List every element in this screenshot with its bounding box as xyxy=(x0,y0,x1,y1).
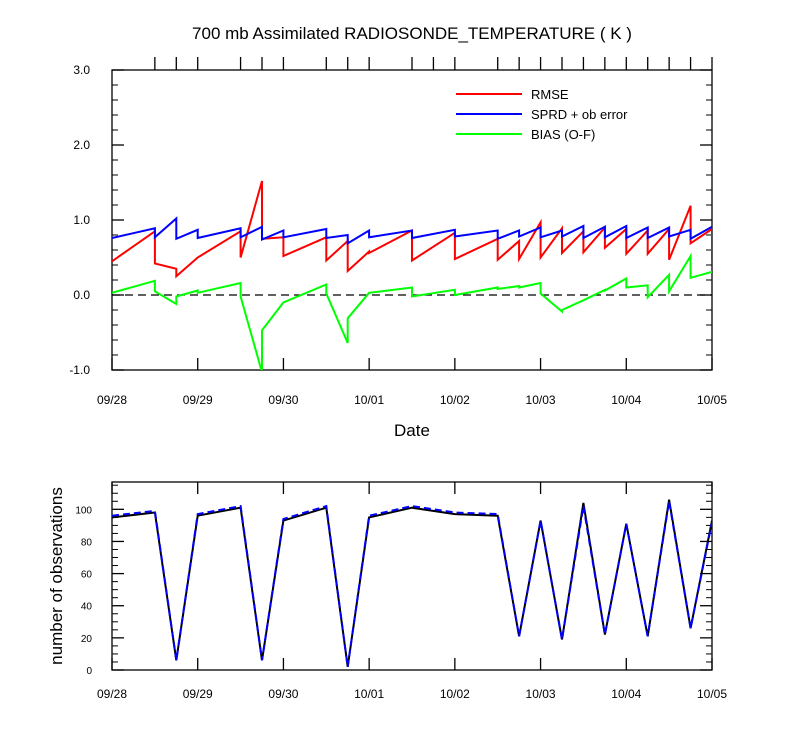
top-x-tick-label: 10/01 xyxy=(354,393,384,407)
top-y-tick-label: 1.0 xyxy=(73,213,90,227)
series-line-rmse xyxy=(112,180,712,279)
bottom-x-tick-label: 09/29 xyxy=(183,687,213,701)
top-x-tick-label: 09/29 xyxy=(183,393,213,407)
bottom-series-group xyxy=(112,499,712,667)
legend: RMSE SPRD + ob error BIAS (O-F) xyxy=(456,87,628,142)
series-line-sprd-ob-error xyxy=(112,216,712,246)
bottom-panel: 09/28 09/29 09/30 10/01 10/02 10/03 10/04 10/05… xyxy=(47,481,727,701)
bottom-y-tick-labels: 0 20 40 60 80 100 xyxy=(75,505,92,677)
top-x-tick-label: 10/04 xyxy=(611,393,641,407)
legend-label-bias-o-f: BIAS (O-F) xyxy=(531,127,595,142)
legend-label-rmse: RMSE xyxy=(531,87,569,102)
top-y-tick-label: 0.0 xyxy=(73,288,90,302)
top-x-tick-label: 10/05 xyxy=(697,393,727,407)
bottom-x-tick-label: 10/05 xyxy=(697,687,727,701)
legend-label-sprd-ob-error: SPRD + ob error xyxy=(531,107,628,122)
bottom-y-tick-label: 20 xyxy=(81,634,93,645)
bottom-axis-ticks xyxy=(111,482,713,671)
top-y-tick-label: -1.0 xyxy=(69,363,90,377)
series-line-observations-used xyxy=(112,501,712,667)
bottom-y-tick-label: 80 xyxy=(81,537,93,548)
top-axis-ticks xyxy=(111,57,713,371)
chart-title: 700 mb Assimilated RADIOSONDE_TEMPERATUR… xyxy=(192,24,632,43)
y-axis-title: number of observations xyxy=(47,487,66,665)
top-x-tick-label: 10/03 xyxy=(526,393,556,407)
top-x-tick-label: 10/02 xyxy=(440,393,470,407)
bottom-x-tick-label: 10/03 xyxy=(526,687,556,701)
bottom-x-tick-label: 10/02 xyxy=(440,687,470,701)
top-y-tick-label: 3.0 xyxy=(73,63,90,77)
series-line-observations-possible xyxy=(112,499,712,667)
bottom-x-tick-label: 09/28 xyxy=(97,687,127,701)
top-x-tick-label: 09/28 xyxy=(97,393,127,407)
bottom-plot-frame xyxy=(111,481,713,671)
bottom-y-tick-label: 40 xyxy=(81,602,93,613)
x-axis-title: Date xyxy=(394,421,430,440)
top-y-tick-labels: -1.0 0.0 1.0 2.0 3.0 xyxy=(69,63,90,377)
top-panel: 700 mb Assimilated RADIOSONDE_TEMPERATUR… xyxy=(69,24,727,440)
bottom-x-tick-label: 10/01 xyxy=(354,687,384,701)
bottom-y-tick-label: 60 xyxy=(81,570,93,581)
top-y-tick-label: 2.0 xyxy=(73,138,90,152)
top-x-tick-labels: 09/28 09/29 09/30 10/01 10/02 10/03 10/04 10/05 xyxy=(97,393,727,407)
bottom-y-tick-label: 0 xyxy=(86,666,92,677)
bottom-x-tick-labels: 09/28 09/29 09/30 10/01 10/02 10/03 10/04 10/05 xyxy=(97,687,727,701)
top-x-tick-label: 09/30 xyxy=(268,393,298,407)
series-line-bias-o-f xyxy=(112,252,712,370)
bottom-x-tick-label: 09/30 xyxy=(268,687,298,701)
bottom-x-tick-label: 10/04 xyxy=(611,687,641,701)
bottom-y-tick-label: 100 xyxy=(75,505,92,516)
top-series-group xyxy=(112,180,712,370)
